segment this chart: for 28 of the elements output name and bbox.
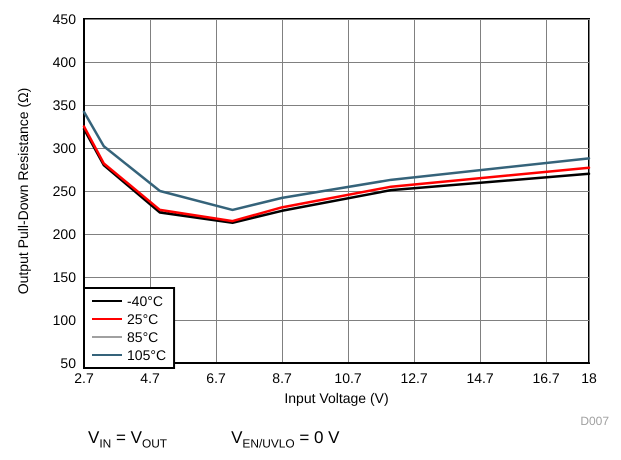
x-tick-label: 16.7 bbox=[532, 370, 560, 386]
legend-label: -40°C bbox=[127, 293, 163, 309]
y-tick-label: 350 bbox=[52, 97, 76, 113]
legend-label: 105°C bbox=[127, 347, 166, 363]
line-series bbox=[82, 110, 590, 212]
legend-label: 85°C bbox=[127, 329, 158, 345]
x-axis-title: Input Voltage (V) bbox=[284, 390, 389, 406]
legend-label: 25°C bbox=[127, 311, 158, 327]
y-axis-title: Output Pull-Down Resistance (Ω) bbox=[15, 88, 31, 294]
y-tick-label: 400 bbox=[52, 54, 76, 70]
x-tick-label: 12.7 bbox=[400, 370, 428, 386]
y-tick-label: 250 bbox=[52, 183, 76, 199]
text: V$_{IN}$ = V$_{OUT}$ bbox=[88, 428, 168, 450]
text: V$_{EN/UVLO}$ = 0 V bbox=[231, 428, 340, 450]
y-tick-label: 150 bbox=[52, 269, 76, 285]
x-tick-label: 18 bbox=[581, 370, 597, 386]
x-tick-label: 10.7 bbox=[334, 370, 362, 386]
y-tick-label: 50 bbox=[60, 355, 76, 371]
y-tick-label: 200 bbox=[52, 226, 76, 242]
x-tick-label: 14.7 bbox=[466, 370, 494, 386]
y-tick-label: 100 bbox=[52, 312, 76, 328]
x-tick-label: 4.7 bbox=[140, 370, 160, 386]
x-tick-label: 2.7 bbox=[74, 370, 94, 386]
text: D007 bbox=[580, 414, 609, 428]
x-tick-label: 6.7 bbox=[206, 370, 226, 386]
y-tick-label: 300 bbox=[52, 140, 76, 156]
x-tick-label: 8.7 bbox=[272, 370, 292, 386]
y-tick-label: 450 bbox=[52, 11, 76, 27]
